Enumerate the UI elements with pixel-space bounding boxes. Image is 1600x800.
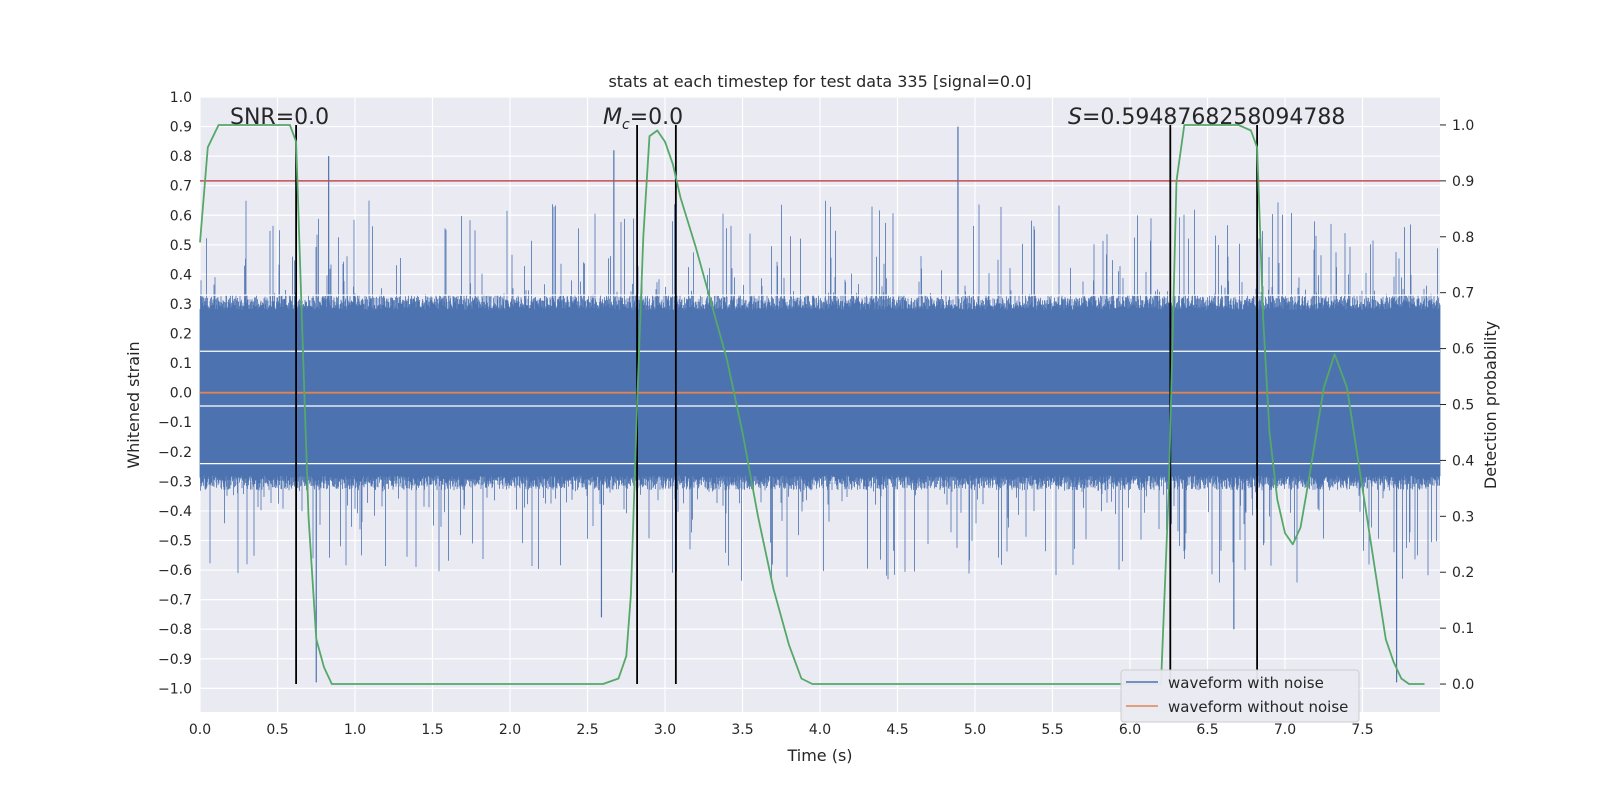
- y-tick-label: 0.2: [170, 327, 192, 343]
- mc-symbol: M: [603, 105, 622, 130]
- s-annotation: S=0.5948768258094788: [1068, 105, 1345, 130]
- mc-value: =0.0: [630, 105, 683, 130]
- x-tick-label: 3.5: [731, 722, 753, 738]
- x-tick-label: 0.5: [266, 722, 288, 738]
- x-tick-label: 5.5: [1041, 722, 1063, 738]
- legend-clean-label: waveform without noise: [1168, 698, 1348, 716]
- y-axis-label: Whitened strain: [124, 341, 143, 468]
- y2-tick-label: 0.6: [1452, 342, 1474, 358]
- y2-tick-label: 0.9: [1452, 174, 1474, 190]
- overlay-lines: [200, 124, 1440, 685]
- x-tick-label: 0.0: [189, 722, 211, 738]
- y-tick-label: 0.6: [170, 208, 192, 224]
- x-tick-label: 4.0: [809, 722, 831, 738]
- s-value: =0.5948768258094788: [1082, 105, 1345, 130]
- x-tick-label: 5.0: [964, 722, 986, 738]
- y-tick-label: 0.1: [170, 356, 192, 372]
- x-tick-label: 2.5: [576, 722, 598, 738]
- mc-subscript: c: [622, 117, 630, 133]
- y-tick-label: 0.4: [170, 267, 192, 283]
- snr-annotation: SNR=0.0: [230, 105, 329, 130]
- y2-tick-label: 0.4: [1452, 453, 1474, 469]
- legend-box: [1120, 669, 1360, 723]
- y-tick-label: −0.8: [158, 622, 192, 638]
- y-tick-label: 0.3: [170, 297, 192, 313]
- x-tick-label: 7.5: [1351, 722, 1373, 738]
- y-tick-label: 0.7: [170, 179, 192, 195]
- s-symbol: S: [1068, 105, 1082, 130]
- x-tick-label: 1.0: [344, 722, 366, 738]
- x-tick-label: 4.5: [886, 722, 908, 738]
- chart-title: stats at each timestep for test data 335…: [608, 72, 1031, 91]
- y-tick-label: 1.0: [170, 90, 192, 106]
- x-tick-label: 1.5: [421, 722, 443, 738]
- y2-tick-label: 0.2: [1452, 565, 1474, 581]
- y-tick-label: −0.4: [158, 504, 192, 520]
- y-tick-label: −1.0: [158, 681, 192, 697]
- y-tick-label: 0.0: [170, 386, 192, 402]
- y-tick-label: 0.5: [170, 238, 192, 254]
- axes: 0.0 0.5 1.0 1.5 2.0 2.5 3.0 3.5 4.0 4.5 5.0 5.5 6.0 6…: [158, 90, 1474, 738]
- legend: waveform with noise waveform without noi…: [1120, 669, 1360, 723]
- detection-probability-series: [199, 124, 1425, 685]
- x-tick-label: 2.0: [499, 722, 521, 738]
- legend-noise-label: waveform with noise: [1168, 674, 1324, 692]
- y2-tick-label: 0.7: [1452, 286, 1474, 302]
- y2-tick-label: 0.3: [1452, 509, 1474, 525]
- y-tick-label: 0.8: [170, 149, 192, 165]
- y-tick-label: −0.3: [158, 474, 192, 490]
- detection-probability-line: [199, 124, 1425, 685]
- y-tick-label: −0.9: [158, 652, 192, 668]
- y2-axis-label: Detection probability: [1481, 321, 1500, 489]
- y-tick-label: −0.2: [158, 445, 192, 461]
- y-tick-label: −0.1: [158, 415, 192, 431]
- y2-tick-label: 0.0: [1452, 677, 1474, 693]
- x-tick-label: 6.0: [1119, 722, 1141, 738]
- x-tick-label: 7.0: [1274, 722, 1296, 738]
- x-tick-label: 6.5: [1196, 722, 1218, 738]
- mc-annotation: Mc=0.0: [603, 105, 683, 133]
- y-tick-label: 0.9: [170, 120, 192, 136]
- y2-tick-label: 0.8: [1452, 230, 1474, 246]
- y2-tick-label: 0.1: [1452, 621, 1474, 637]
- x-axis-label: Time (s): [786, 746, 852, 765]
- x-tick-label: 3.0: [654, 722, 676, 738]
- y2-tick-label: 0.5: [1452, 398, 1474, 414]
- y-tick-label: −0.5: [158, 534, 192, 550]
- y-tick-label: −0.7: [158, 593, 192, 609]
- y2-tick-label: 1.0: [1452, 118, 1474, 134]
- y-tick-label: −0.6: [158, 563, 192, 579]
